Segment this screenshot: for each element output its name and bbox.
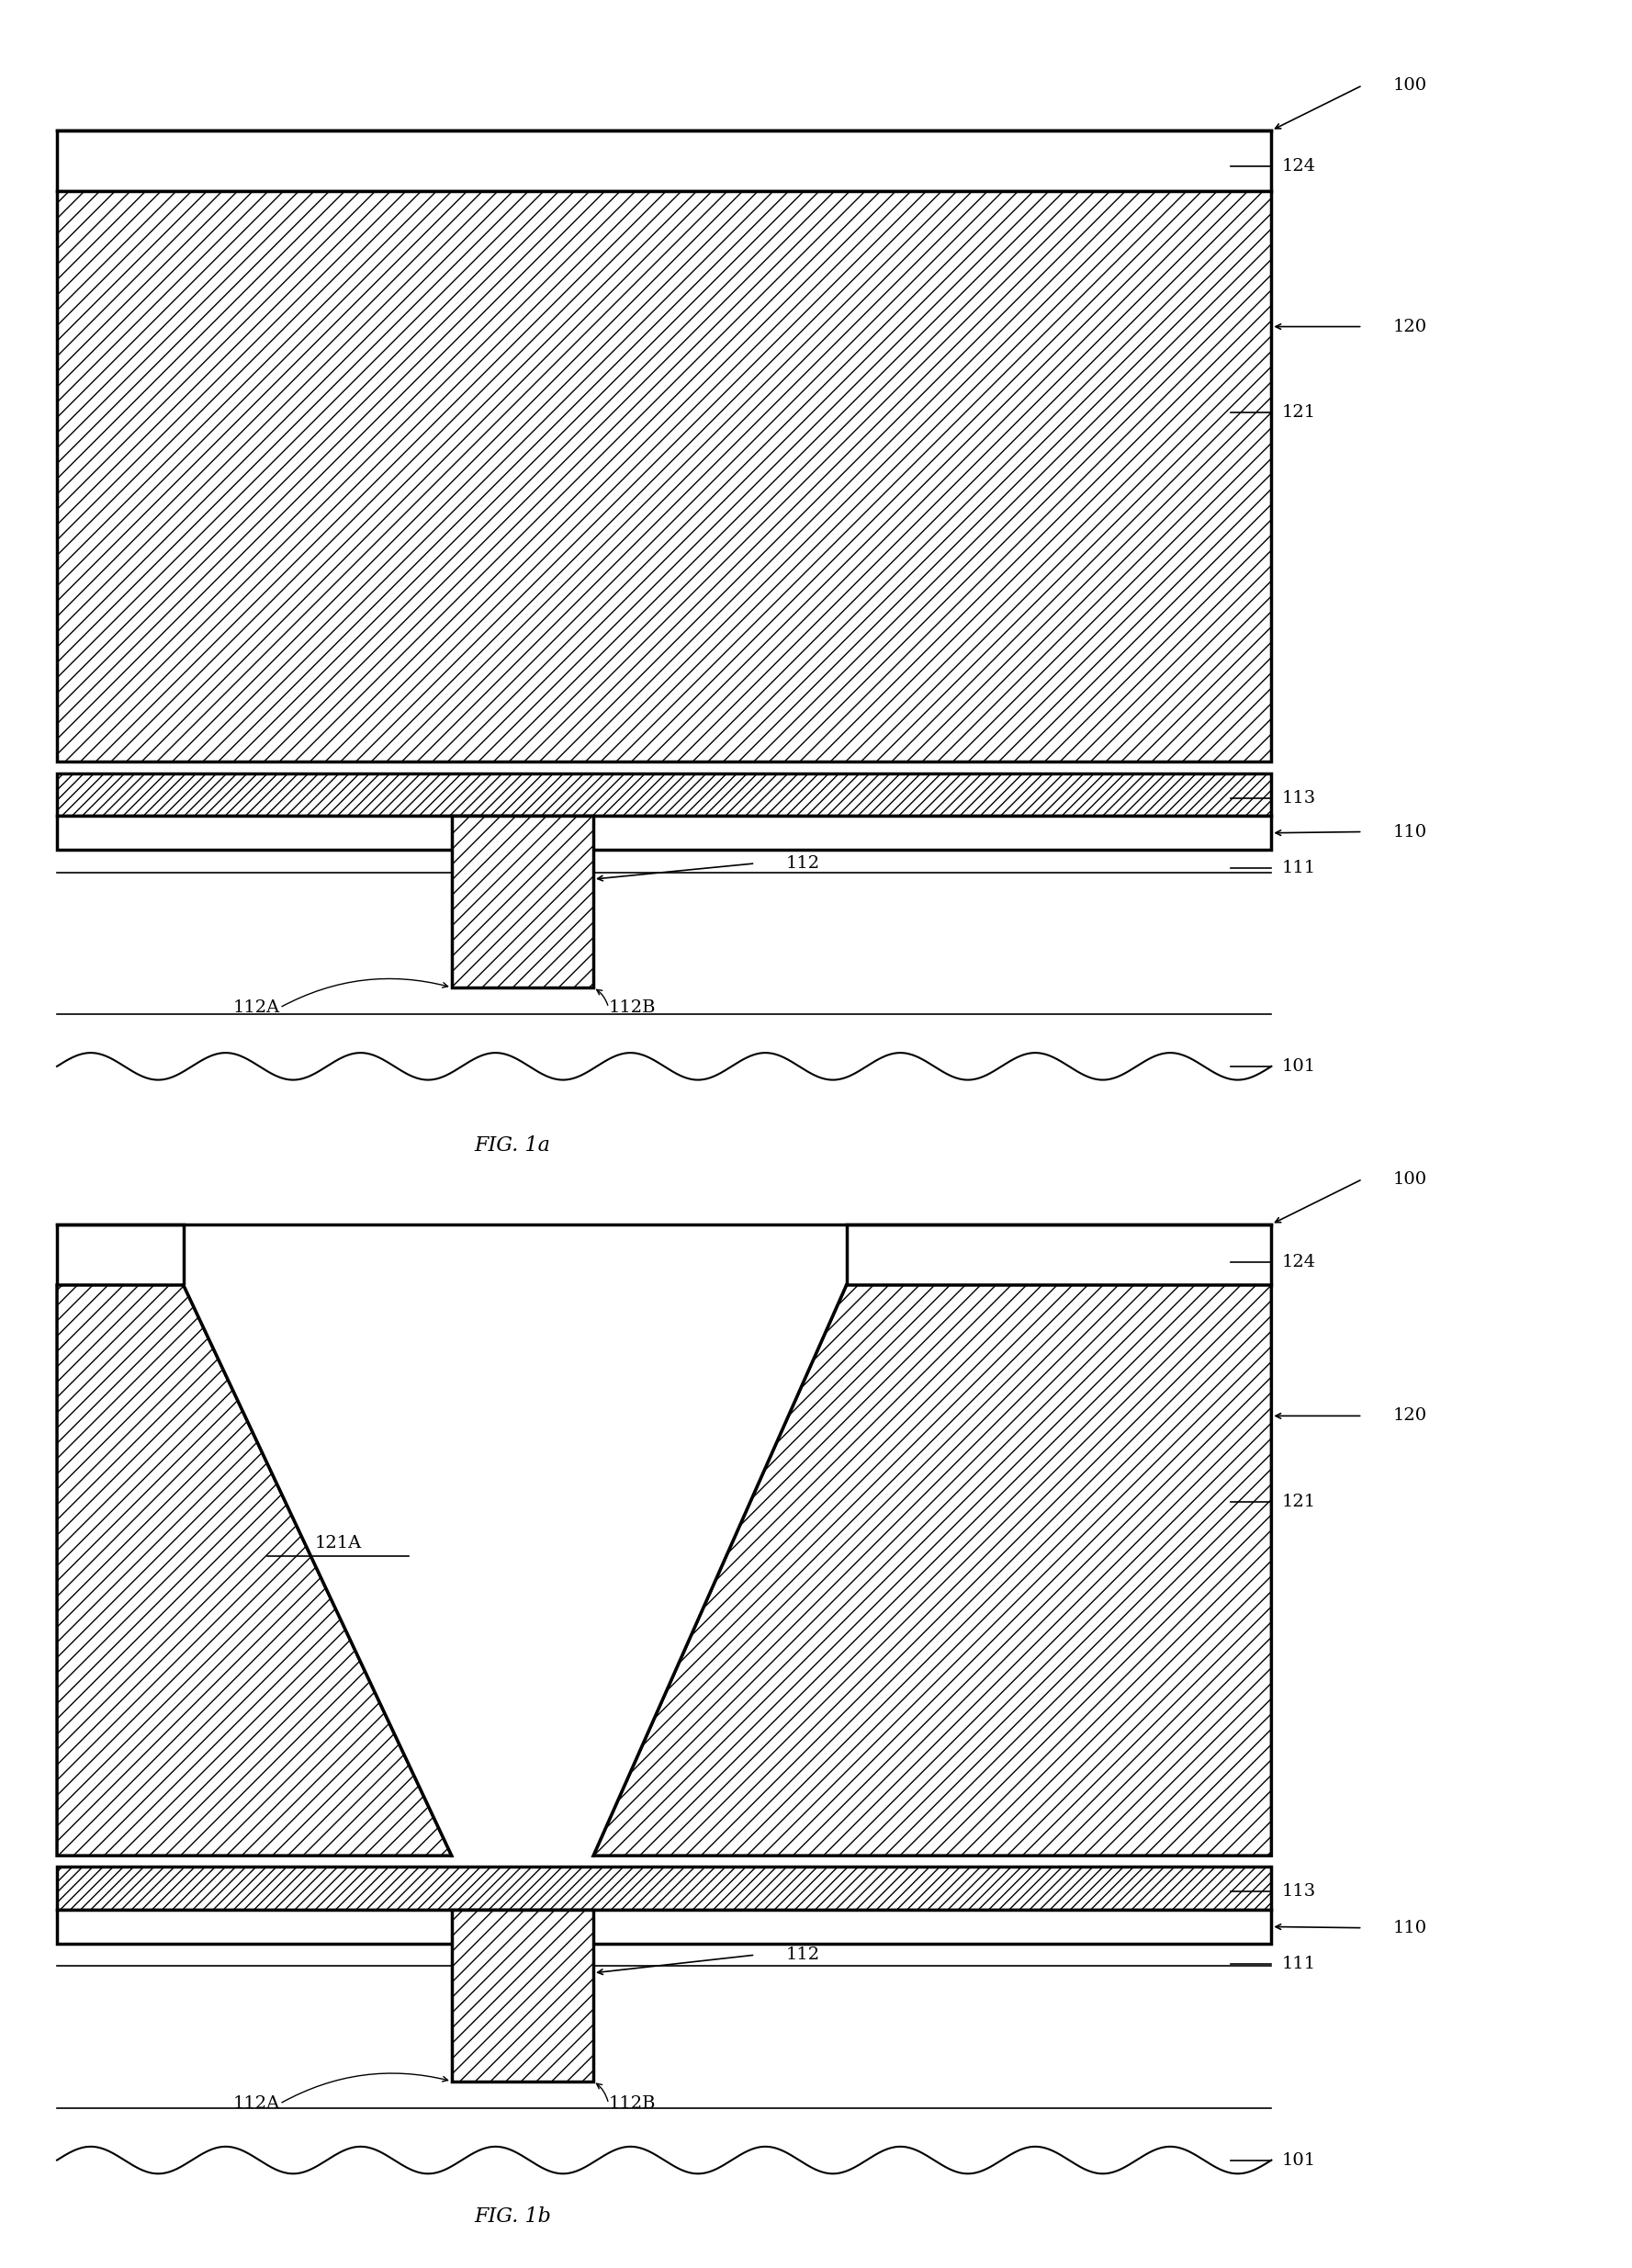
Bar [57,1867,1271,1910]
Text: 121A: 121A [315,1535,361,1551]
Text: 121: 121 [1281,404,1315,420]
Text: 113: 113 [1281,789,1315,805]
Bar [57,773,1271,816]
Text: 112: 112 [785,1946,819,1964]
Text: FIG. 1b: FIG. 1b [473,2207,552,2227]
Text: 100: 100 [1392,1170,1426,1188]
Text: 112A: 112A [232,1000,279,1016]
Text: 110: 110 [1392,1919,1426,1937]
Text: 121: 121 [1281,1492,1315,1510]
Text: 124: 124 [1281,159,1315,175]
Text: 124: 124 [1281,1254,1315,1270]
Text: 120: 120 [1392,1408,1426,1424]
Polygon shape [594,1286,1271,1855]
Text: 111: 111 [1281,1955,1315,1973]
Text: FIG. 1a: FIG. 1a [475,1136,550,1154]
Bar [452,1910,594,2082]
Text: 120: 120 [1392,318,1426,336]
Text: 110: 110 [1392,823,1426,839]
Text: 112B: 112B [609,1000,656,1016]
Polygon shape [183,1286,847,1855]
Text: 112A: 112A [232,2096,279,2112]
Text: 101: 101 [1281,1059,1315,1075]
Text: 101: 101 [1281,2152,1315,2168]
Text: 100: 100 [1392,77,1426,93]
Bar [57,132,1271,191]
Text: 111: 111 [1281,860,1315,875]
Bar [847,1225,1271,1286]
Text: 112B: 112B [609,2096,656,2112]
Bar [452,816,594,987]
Bar [57,816,1271,850]
Bar [57,1225,183,1286]
Bar [57,191,1271,762]
Text: 112: 112 [785,855,819,871]
Bar [57,1910,1271,1944]
Polygon shape [57,1286,452,1855]
Text: 113: 113 [1281,1882,1315,1901]
